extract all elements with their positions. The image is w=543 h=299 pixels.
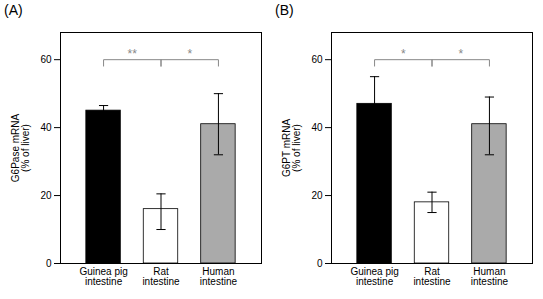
svg-text:Ratintestine: Ratintestine [142,266,180,287]
svg-text:G6PT mRNA(% of liver): G6PT mRNA(% of liver) [281,119,302,177]
svg-text:*: * [401,47,406,61]
svg-text:40: 40 [311,122,323,133]
svg-text:*: * [187,47,192,61]
html-text:(A): (A) [4,2,23,18]
svg-text:0: 0 [46,258,52,269]
svg-text:60: 60 [311,54,323,65]
svg-text:Humanintestine: Humanintestine [200,266,238,287]
svg-text:Humanintestine: Humanintestine [471,266,509,287]
svg-text:G6Pase mRNA(% of liver): G6Pase mRNA(% of liver) [10,113,31,182]
svg-text:20: 20 [311,190,323,201]
svg-text:0: 0 [317,258,323,269]
svg-text:20: 20 [40,190,52,201]
svg-text:40: 40 [40,122,52,133]
svg-text:*: * [458,47,463,61]
svg-text:**: ** [128,47,138,61]
svg-text:Ratintestine: Ratintestine [413,266,451,287]
svg-text:60: 60 [40,54,52,65]
html-text:(B): (B) [275,2,294,18]
svg-text:Guinea pigintestine: Guinea pigintestine [350,266,398,287]
svg-text:Guinea pigintestine: Guinea pigintestine [79,266,127,287]
